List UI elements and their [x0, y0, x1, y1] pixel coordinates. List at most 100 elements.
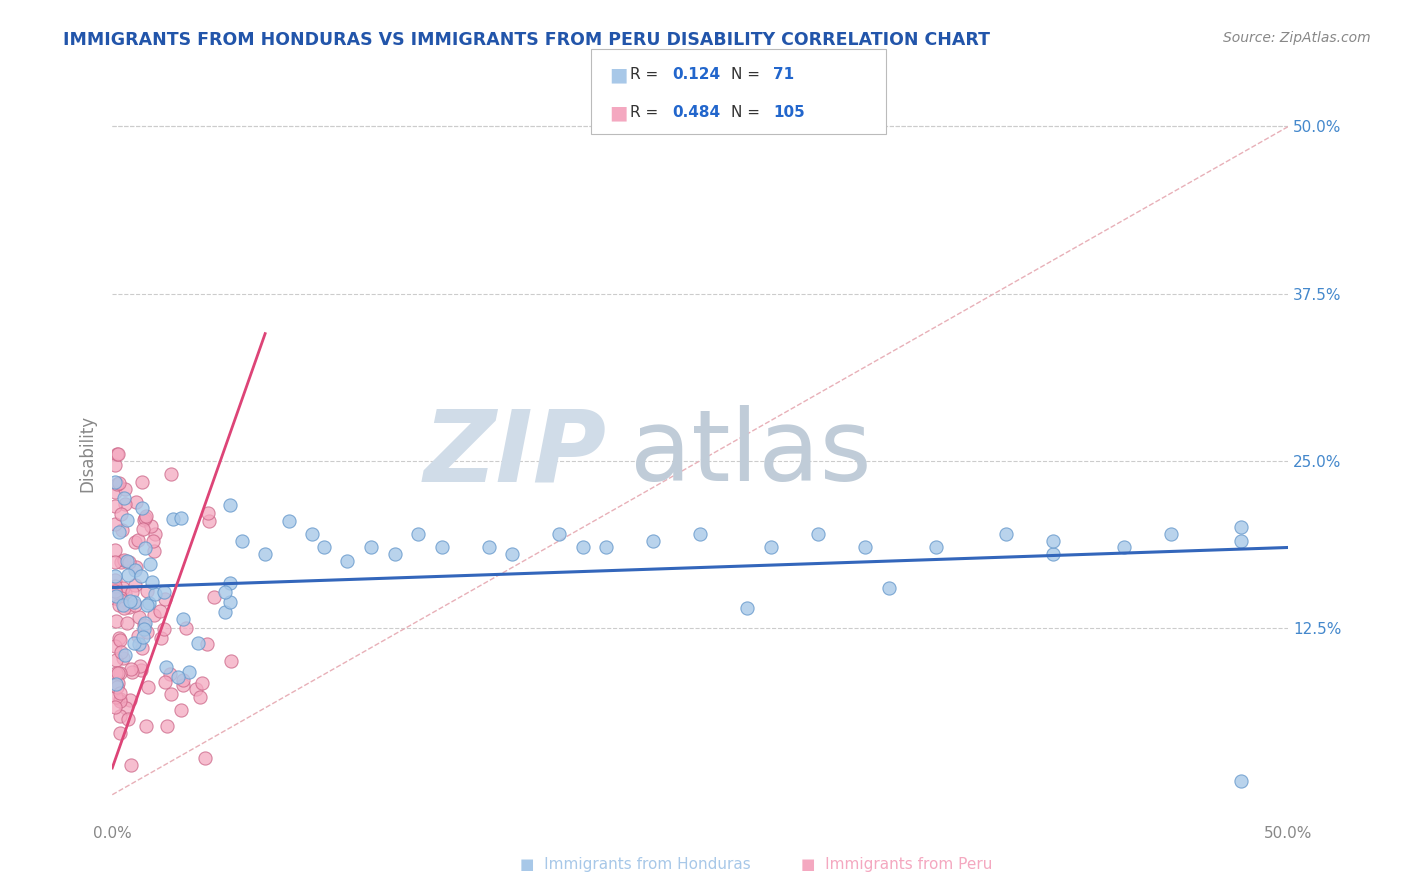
- Immigrants from Honduras: [643, 533, 665, 548]
- Immigrants from Peru: [110, 555, 132, 569]
- Immigrants from Peru: [127, 533, 149, 547]
- Immigrants from Peru: [104, 666, 127, 681]
- Immigrants from Peru: [107, 665, 129, 680]
- Immigrants from Honduras: [406, 527, 429, 541]
- Immigrants from Honduras: [1160, 527, 1182, 541]
- Immigrants from Peru: [143, 607, 166, 622]
- Text: ■: ■: [609, 103, 627, 122]
- Immigrants from Peru: [135, 719, 157, 733]
- Immigrants from Peru: [107, 447, 129, 461]
- Immigrants from Peru: [125, 495, 148, 509]
- Immigrants from Peru: [138, 680, 160, 694]
- Immigrants from Peru: [115, 615, 138, 630]
- Immigrants from Honduras: [254, 547, 277, 561]
- Immigrants from Peru: [118, 693, 141, 707]
- Immigrants from Peru: [124, 578, 146, 592]
- Immigrants from Honduras: [312, 541, 335, 555]
- Immigrants from Peru: [159, 666, 181, 681]
- Immigrants from Honduras: [134, 541, 156, 556]
- Immigrants from Honduras: [478, 541, 501, 555]
- Text: IMMIGRANTS FROM HONDURAS VS IMMIGRANTS FROM PERU DISABILITY CORRELATION CHART: IMMIGRANTS FROM HONDURAS VS IMMIGRANTS F…: [63, 31, 990, 49]
- Immigrants from Peru: [219, 654, 242, 668]
- Immigrants from Peru: [202, 591, 225, 605]
- Immigrants from Peru: [104, 458, 127, 473]
- Immigrants from Peru: [131, 640, 153, 655]
- Immigrants from Honduras: [134, 615, 156, 630]
- Immigrants from Honduras: [187, 636, 209, 650]
- Immigrants from Peru: [104, 588, 127, 602]
- Immigrants from Honduras: [360, 541, 382, 555]
- Immigrants from Peru: [105, 477, 128, 491]
- Immigrants from Peru: [112, 553, 135, 567]
- Immigrants from Peru: [110, 592, 132, 607]
- Immigrants from Honduras: [853, 541, 876, 555]
- Immigrants from Peru: [153, 675, 176, 690]
- Immigrants from Peru: [150, 631, 173, 645]
- Immigrants from Peru: [188, 690, 211, 704]
- Immigrants from Peru: [114, 482, 136, 496]
- Immigrants from Peru: [114, 586, 136, 600]
- Immigrants from Honduras: [277, 514, 299, 528]
- Immigrants from Honduras: [877, 581, 900, 595]
- Immigrants from Honduras: [153, 585, 176, 599]
- Immigrants from Honduras: [1112, 541, 1135, 555]
- Text: N =: N =: [731, 67, 765, 82]
- Immigrants from Honduras: [548, 527, 571, 541]
- Immigrants from Peru: [104, 573, 127, 587]
- Immigrants from Honduras: [501, 547, 523, 561]
- Immigrants from Honduras: [118, 594, 141, 608]
- Immigrants from Peru: [104, 579, 127, 593]
- Immigrants from Honduras: [218, 595, 240, 609]
- Immigrants from Honduras: [1042, 547, 1064, 561]
- Immigrants from Peru: [197, 506, 219, 520]
- Text: 71: 71: [773, 67, 794, 82]
- Immigrants from Peru: [114, 497, 136, 511]
- Immigrants from Peru: [129, 663, 152, 677]
- Immigrants from Honduras: [571, 541, 593, 555]
- Immigrants from Peru: [114, 701, 136, 715]
- Immigrants from Peru: [194, 751, 217, 765]
- Immigrants from Honduras: [145, 587, 167, 601]
- Immigrants from Peru: [108, 599, 131, 613]
- Immigrants from Peru: [127, 629, 149, 643]
- Immigrants from Peru: [134, 511, 156, 525]
- Immigrants from Peru: [108, 708, 131, 723]
- Immigrants from Peru: [139, 519, 162, 533]
- Immigrants from Honduras: [162, 512, 184, 526]
- Immigrants from Peru: [105, 680, 128, 694]
- Immigrants from Peru: [136, 583, 159, 598]
- Text: R =: R =: [630, 67, 664, 82]
- Immigrants from Peru: [148, 604, 170, 618]
- Immigrants from Honduras: [104, 475, 127, 490]
- Immigrants from Peru: [142, 533, 165, 548]
- Text: Source: ZipAtlas.com: Source: ZipAtlas.com: [1223, 31, 1371, 45]
- Immigrants from Honduras: [924, 541, 946, 555]
- Text: N =: N =: [731, 105, 765, 120]
- Immigrants from Peru: [108, 726, 131, 740]
- Immigrants from Honduras: [1230, 520, 1253, 534]
- Immigrants from Honduras: [214, 585, 236, 599]
- Immigrants from Honduras: [108, 524, 131, 539]
- Immigrants from Honduras: [166, 670, 188, 684]
- Immigrants from Peru: [110, 591, 132, 606]
- Immigrants from Peru: [120, 758, 142, 772]
- Immigrants from Honduras: [689, 527, 711, 541]
- Immigrants from Peru: [172, 673, 194, 687]
- Immigrants from Honduras: [128, 637, 150, 651]
- Immigrants from Peru: [143, 544, 166, 558]
- Immigrants from Peru: [104, 516, 127, 531]
- Immigrants from Peru: [104, 699, 127, 714]
- Immigrants from Peru: [124, 559, 146, 574]
- Immigrants from Honduras: [170, 510, 193, 524]
- Immigrants from Peru: [143, 526, 166, 541]
- Immigrants from Peru: [186, 681, 208, 696]
- Immigrants from Honduras: [218, 575, 240, 590]
- Immigrants from Peru: [197, 637, 219, 651]
- Immigrants from Honduras: [807, 527, 830, 541]
- Immigrants from Peru: [160, 687, 183, 701]
- Immigrants from Honduras: [1230, 774, 1253, 789]
- Immigrants from Honduras: [1230, 533, 1253, 548]
- Immigrants from Honduras: [124, 563, 146, 577]
- Immigrants from Peru: [112, 581, 135, 595]
- Immigrants from Honduras: [132, 630, 155, 644]
